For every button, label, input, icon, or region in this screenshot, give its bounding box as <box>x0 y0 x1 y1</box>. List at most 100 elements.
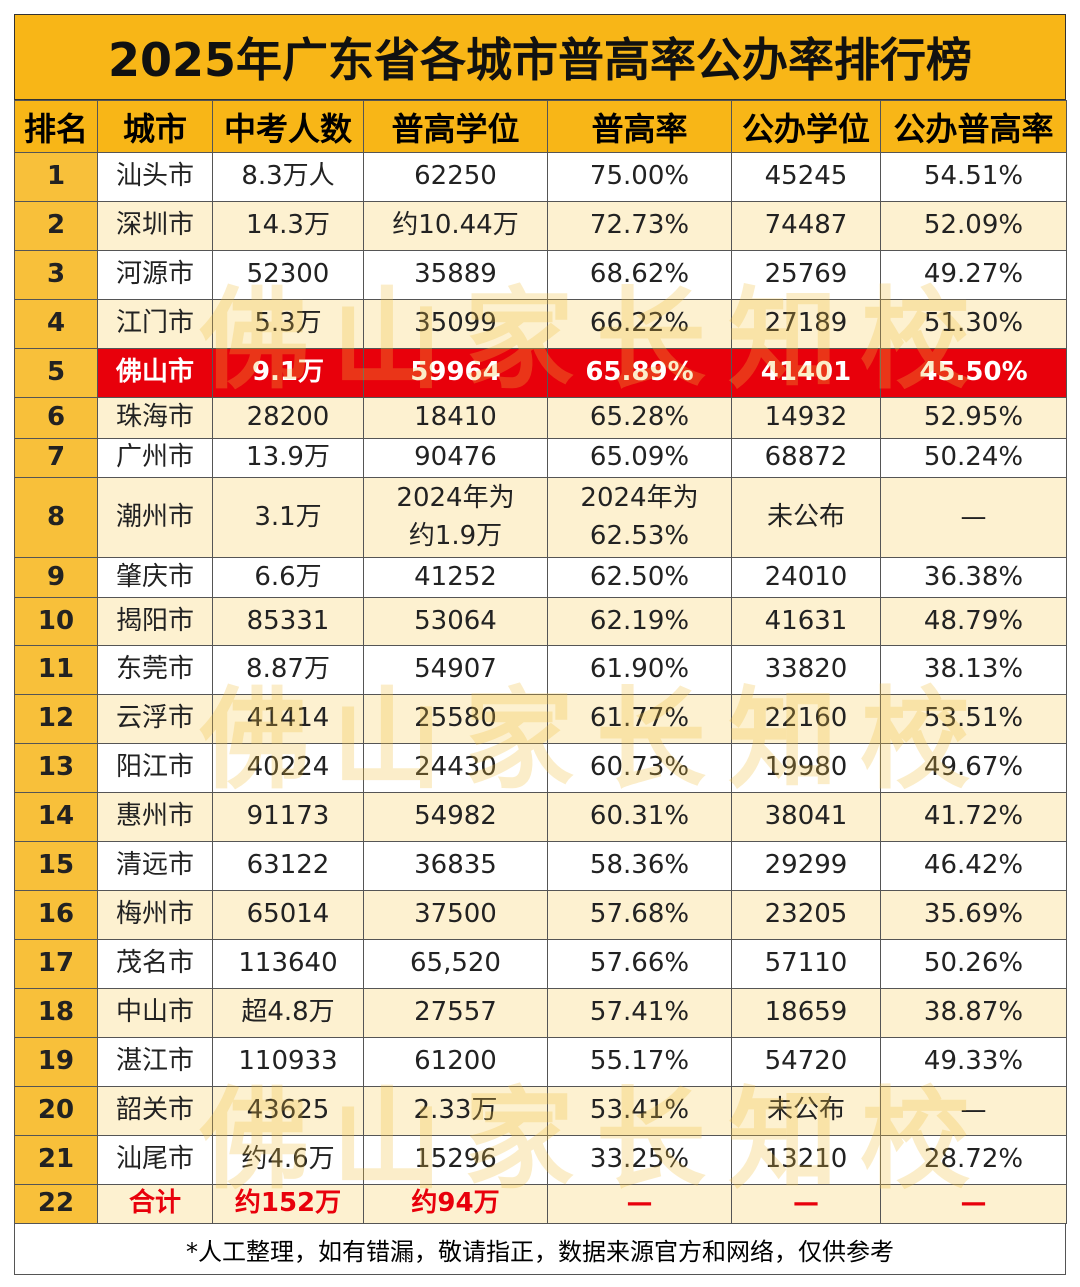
cell: 62250 <box>363 152 548 202</box>
cell: 74487 <box>731 201 881 251</box>
table-row: 19 湛江市 110933 61200 55.17% 54720 49.33% <box>14 1037 1067 1087</box>
cell: 52.95% <box>880 397 1067 439</box>
cell: 2024年为 约1.9万 <box>363 477 548 558</box>
table-row: 6 珠海市 28200 18410 65.28% 14932 52.95% <box>14 397 1067 439</box>
cell: 38.87% <box>880 988 1067 1038</box>
cell: 中山市 <box>97 988 213 1038</box>
cell: 35.69% <box>880 890 1067 940</box>
cell: 41.72% <box>880 792 1067 842</box>
table-row: 11 东莞市 8.87万 54907 61.90% 33820 38.13% <box>14 645 1067 695</box>
table-row: 4 江门市 5.3万 35099 66.22% 27189 51.30% <box>14 299 1067 349</box>
cell: 19980 <box>731 743 881 793</box>
table-row: 13 阳江市 40224 24430 60.73% 19980 49.67% <box>14 743 1067 793</box>
cell: 57.68% <box>547 890 732 940</box>
column-header: 普高率 <box>547 100 732 153</box>
cell: 68.62% <box>547 250 732 300</box>
table-row: 3 河源市 52300 35889 68.62% 25769 49.27% <box>14 250 1067 300</box>
cell: 汕尾市 <box>97 1135 213 1185</box>
cell: 云浮市 <box>97 694 213 744</box>
table-row: 15 清远市 63122 36835 58.36% 29299 46.42% <box>14 841 1067 891</box>
cell: 85331 <box>212 597 364 646</box>
cell: 72.73% <box>547 201 732 251</box>
cell: 65.28% <box>547 397 732 439</box>
footnote: *人工整理，如有错漏，敬请指正，数据来源官方和网络，仅供参考 <box>14 1224 1066 1275</box>
cell: 约152万 <box>212 1184 364 1224</box>
cell: 91173 <box>212 792 364 842</box>
cell: 65,520 <box>363 939 548 989</box>
cell: 61.77% <box>547 694 732 744</box>
cell: 51.30% <box>880 299 1067 349</box>
cell: 54907 <box>363 645 548 695</box>
table-row: 14 惠州市 91173 54982 60.31% 38041 41.72% <box>14 792 1067 842</box>
cell: 36835 <box>363 841 548 891</box>
cell: 58.36% <box>547 841 732 891</box>
column-header: 城市 <box>97 100 213 153</box>
cell: — <box>880 1184 1067 1224</box>
table-row: 2 深圳市 14.3万 约10.44万 72.73% 74487 52.09% <box>14 201 1067 251</box>
cell: 45.50% <box>880 348 1067 398</box>
column-header: 公办学位 <box>731 100 881 153</box>
cell: 60.73% <box>547 743 732 793</box>
cell: 东莞市 <box>97 645 213 695</box>
cell: 35889 <box>363 250 548 300</box>
cell: 8 <box>14 477 98 558</box>
cell: 66.22% <box>547 299 732 349</box>
cell: 110933 <box>212 1037 364 1087</box>
table-row: 20 韶关市 43625 2.33万 53.41% 未公布 — <box>14 1086 1067 1136</box>
cell: 9 <box>14 557 98 598</box>
cell: 2 <box>14 201 98 251</box>
cell: 37500 <box>363 890 548 940</box>
column-header: 公办普高率 <box>880 100 1067 153</box>
cell: 36.38% <box>880 557 1067 598</box>
cell: 1 <box>14 152 98 202</box>
cell: 茂名市 <box>97 939 213 989</box>
cell: 5.3万 <box>212 299 364 349</box>
cell: 45245 <box>731 152 881 202</box>
cell: 约94万 <box>363 1184 548 1224</box>
cell: 43625 <box>212 1086 364 1136</box>
column-header: 排名 <box>14 100 98 153</box>
cell: 22160 <box>731 694 881 744</box>
cell: 13210 <box>731 1135 881 1185</box>
cell: 5 <box>14 348 98 398</box>
cell: 超4.8万 <box>212 988 364 1038</box>
cell: 49.27% <box>880 250 1067 300</box>
cell: 53.41% <box>547 1086 732 1136</box>
cell: 57110 <box>731 939 881 989</box>
cell: — <box>880 477 1067 558</box>
cell: 23205 <box>731 890 881 940</box>
cell: 深圳市 <box>97 201 213 251</box>
cell: 21 <box>14 1135 98 1185</box>
cell: 75.00% <box>547 152 732 202</box>
cell: 24010 <box>731 557 881 598</box>
cell: 14 <box>14 792 98 842</box>
cell: 65.09% <box>547 438 732 478</box>
cell: 46.42% <box>880 841 1067 891</box>
cell: 49.33% <box>880 1037 1067 1087</box>
cell: 清远市 <box>97 841 213 891</box>
header-row: 排名 城市 中考人数 普高学位 普高率 公办学位 公办普高率 <box>14 100 1067 153</box>
cell: 梅州市 <box>97 890 213 940</box>
cell: 59964 <box>363 348 548 398</box>
cell: 24430 <box>363 743 548 793</box>
cell: 6 <box>14 397 98 439</box>
cell: 35099 <box>363 299 548 349</box>
cell: 61200 <box>363 1037 548 1087</box>
cell: 9.1万 <box>212 348 364 398</box>
cell: 28.72% <box>880 1135 1067 1185</box>
cell: 2024年为 62.53% <box>547 477 732 558</box>
cell: 韶关市 <box>97 1086 213 1136</box>
cell: 41631 <box>731 597 881 646</box>
cell: 未公布 <box>731 477 881 558</box>
cell: 合计 <box>97 1184 213 1224</box>
cell: 惠州市 <box>97 792 213 842</box>
cell: 25769 <box>731 250 881 300</box>
cell: 55.17% <box>547 1037 732 1087</box>
cell: — <box>880 1086 1067 1136</box>
cell: 65014 <box>212 890 364 940</box>
table-row: 1 汕头市 8.3万人 62250 75.00% 45245 54.51% <box>14 152 1067 202</box>
cell: 10 <box>14 597 98 646</box>
cell: 3 <box>14 250 98 300</box>
table-body: 1 汕头市 8.3万人 62250 75.00% 45245 54.51% 2 深圳市 14.3万… <box>14 152 1067 1224</box>
